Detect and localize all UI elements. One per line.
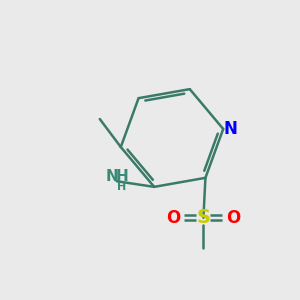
Text: O: O [226,209,241,227]
Text: N: N [105,169,118,184]
Text: N: N [223,120,237,138]
Text: H: H [115,169,128,184]
Text: H: H [117,182,126,192]
Text: O: O [166,209,181,227]
Text: S: S [196,208,210,227]
